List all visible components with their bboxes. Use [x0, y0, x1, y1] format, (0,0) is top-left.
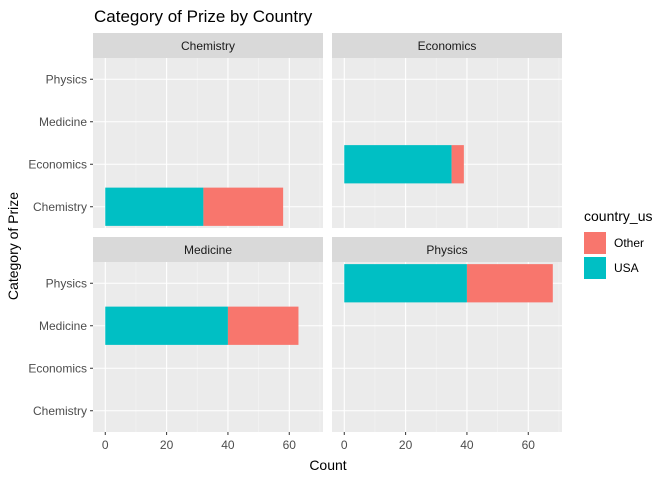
y-axis-title: Category of Prize [5, 192, 21, 300]
facet-panel-medicine: Medicine Chemistry Economics Medicine Physic… [28, 237, 323, 452]
facet-panel-economics: Economics [332, 33, 562, 228]
y-tick-label: Economics [28, 157, 87, 171]
legend-key-other [584, 232, 606, 254]
legend-title: country_us [584, 208, 652, 224]
legend: country_us Other USA [584, 208, 652, 279]
x-tick-label: 40 [460, 438, 474, 452]
legend-label-usa: USA [614, 261, 639, 275]
y-tick-label: Physics [46, 72, 87, 86]
x-tick-label: 20 [399, 438, 413, 452]
facet-strip-label: Chemistry [181, 39, 235, 53]
legend-key-usa [584, 257, 606, 279]
y-tick-label: Physics [46, 276, 87, 290]
legend-label-other: Other [614, 236, 644, 250]
panel-background [332, 58, 562, 228]
x-tick-label: 60 [283, 438, 297, 452]
facet-strip-label: Medicine [184, 243, 232, 257]
chart-title: Category of Prize by Country [94, 7, 313, 26]
y-tick-label: Medicine [39, 115, 87, 129]
bar-other-medicine [227, 306, 299, 345]
x-tick-label: 0 [341, 438, 348, 452]
bar-usa-economics [344, 145, 452, 184]
bar-other-economics [451, 145, 464, 184]
facet-panels: Chemistry Chemistry Economics Medicine Physi… [28, 33, 562, 452]
facet-strip [93, 33, 323, 58]
y-tick-label: Chemistry [33, 404, 87, 418]
x-tick-label: 20 [160, 438, 174, 452]
bar-other-physics [466, 264, 553, 303]
y-tick-label: Medicine [39, 319, 87, 333]
facet-panel-physics: Physics 0 20 40 60 [332, 237, 562, 452]
facet-panel-chemistry: Chemistry Chemistry Economics Medicine Physi… [28, 33, 323, 228]
x-axis-title: Count [309, 457, 346, 473]
bar-usa-medicine [105, 306, 228, 345]
bar-usa-chemistry [105, 187, 204, 226]
facet-strip-label: Physics [426, 243, 467, 257]
x-tick-label: 60 [522, 438, 536, 452]
x-tick-label: 0 [102, 438, 109, 452]
y-tick-label: Chemistry [33, 200, 87, 214]
bar-other-chemistry [203, 187, 284, 226]
panel-background [93, 262, 323, 432]
facet-strip-label: Economics [418, 39, 477, 53]
x-tick-label: 40 [221, 438, 235, 452]
y-tick-label: Economics [28, 361, 87, 375]
facet-strip [332, 33, 562, 58]
bar-usa-physics [344, 264, 467, 303]
facet-strip [332, 237, 562, 262]
facet-strip [93, 237, 323, 262]
